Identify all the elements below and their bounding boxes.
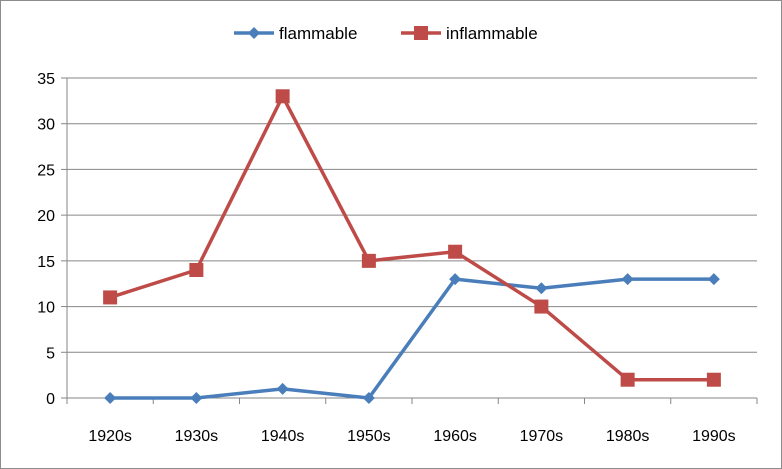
legend-label: flammable bbox=[279, 24, 357, 43]
data-point bbox=[362, 392, 375, 404]
x-tick-label: 1970s bbox=[520, 428, 564, 445]
data-point bbox=[534, 299, 549, 314]
y-tick-label: 20 bbox=[37, 208, 55, 225]
x-tick-label: 1990s bbox=[692, 428, 736, 445]
axes bbox=[61, 77, 758, 404]
y-tick-label: 30 bbox=[37, 117, 55, 134]
legend-item-flammable: flammable bbox=[234, 24, 357, 43]
x-tick-label: 1980s bbox=[606, 428, 650, 445]
y-tick-label: 5 bbox=[46, 345, 55, 362]
data-point bbox=[189, 263, 204, 277]
y-tick-label: 0 bbox=[46, 391, 55, 408]
series-line-flammable bbox=[108, 277, 716, 400]
data-point bbox=[276, 382, 289, 395]
x-tick-label: 1940s bbox=[261, 428, 305, 445]
legend-item-inflammable: inflammable bbox=[401, 24, 538, 43]
data-point bbox=[103, 290, 118, 305]
data-point bbox=[248, 27, 260, 39]
x-tick-label: 1930s bbox=[175, 428, 219, 445]
legend: flammable inflammable bbox=[234, 24, 538, 43]
data-point bbox=[449, 273, 462, 286]
data-point bbox=[706, 372, 721, 387]
series bbox=[103, 89, 721, 404]
legend-label: inflammable bbox=[446, 24, 538, 43]
y-axis-tick-labels: 0 5 10 15 20 25 30 35 bbox=[37, 71, 55, 408]
x-axis-tick-labels: 1920s 1930s 1940s 1950s 1960s 1970s 1980s 1990s bbox=[88, 428, 735, 445]
series-line-inflammable bbox=[108, 94, 716, 382]
data-point bbox=[361, 253, 376, 268]
data-point bbox=[448, 244, 463, 259]
x-tick-label: 1920s bbox=[88, 428, 132, 445]
y-tick-label: 15 bbox=[37, 254, 55, 271]
y-tick-label: 35 bbox=[37, 71, 55, 88]
x-tick-label: 1960s bbox=[433, 428, 477, 445]
data-point bbox=[621, 273, 634, 286]
y-tick-label: 25 bbox=[37, 162, 55, 179]
data-point bbox=[414, 26, 428, 40]
series-flammable bbox=[104, 273, 720, 404]
gridlines bbox=[67, 77, 757, 353]
series-inflammable bbox=[103, 89, 721, 387]
x-tick-label: 1950s bbox=[347, 428, 391, 445]
data-point bbox=[190, 392, 203, 404]
data-point bbox=[707, 273, 720, 286]
data-point bbox=[620, 372, 635, 387]
data-point bbox=[535, 282, 548, 295]
data-point bbox=[104, 392, 117, 404]
data-point bbox=[275, 89, 290, 104]
y-tick-label: 10 bbox=[37, 300, 55, 317]
